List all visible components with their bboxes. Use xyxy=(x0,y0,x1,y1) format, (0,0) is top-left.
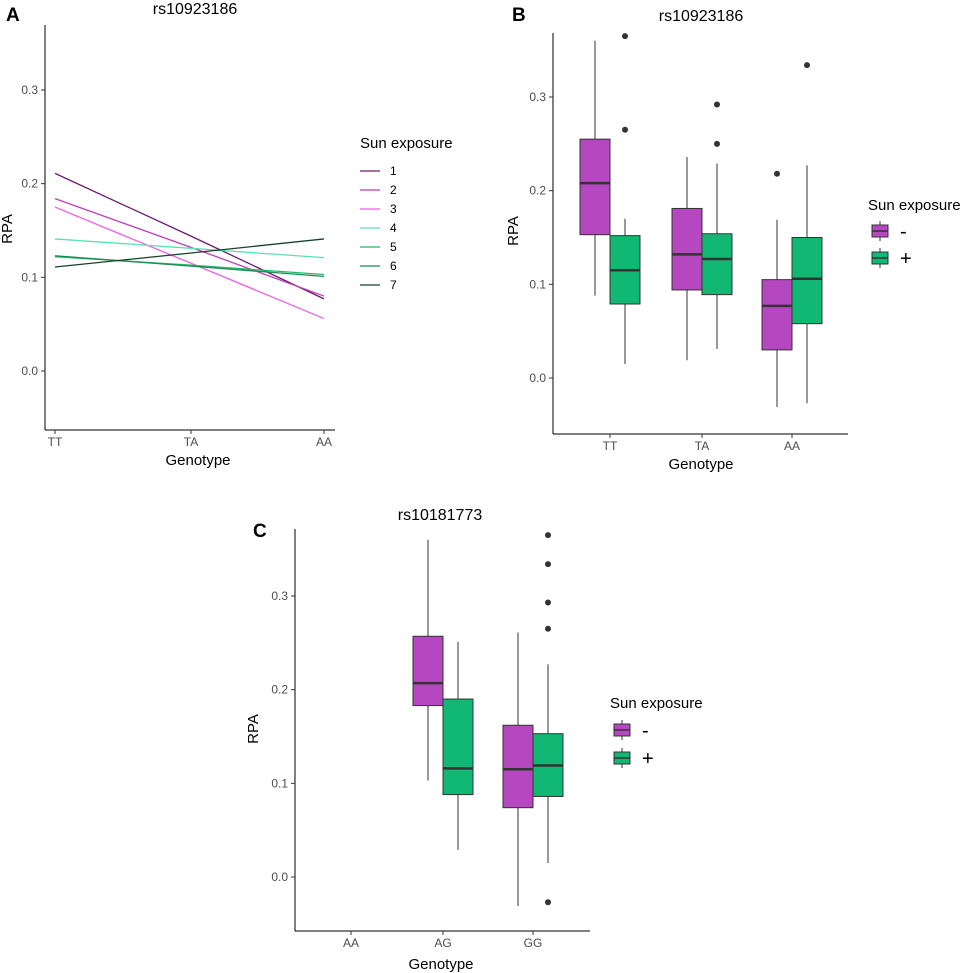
box-AG-plus xyxy=(442,641,474,850)
chart-title: rs10181773 xyxy=(398,507,483,524)
x-tick-label: AA xyxy=(343,936,359,950)
y-tick-label: 0.3 xyxy=(529,90,546,104)
box-AA-minus xyxy=(761,170,793,408)
legend-label-7: 7 xyxy=(390,278,397,292)
box-AA-plus xyxy=(791,62,823,404)
y-tick-label: 0.0 xyxy=(529,371,546,385)
y-tick-label: 0.1 xyxy=(21,270,38,284)
y-axis-title: RPA xyxy=(245,714,262,744)
y-axis-title: RPA xyxy=(505,216,522,246)
box-iqr xyxy=(671,207,703,291)
legend-title: Sun exposure xyxy=(868,197,961,214)
box-iqr xyxy=(442,698,474,796)
legend-title: Sun exposure xyxy=(360,135,453,152)
x-axis-title: Genotype xyxy=(165,452,230,469)
y-tick-label: 0.2 xyxy=(271,683,288,697)
legend-label-5: 5 xyxy=(390,240,397,254)
outlier-point xyxy=(545,561,551,568)
box-TA-plus xyxy=(701,101,733,349)
series-line-3 xyxy=(54,206,325,320)
outlier-point xyxy=(622,126,628,133)
x-tick-label: TA xyxy=(184,435,198,449)
y-tick-label: 0.1 xyxy=(529,277,546,291)
box-iqr xyxy=(579,138,611,236)
x-tick-label: AA xyxy=(784,439,800,453)
y-tick-label: 0.2 xyxy=(529,184,546,198)
x-axis-title: Genotype xyxy=(408,956,473,973)
series-line-4 xyxy=(54,238,325,259)
outlier-point xyxy=(774,170,780,177)
x-tick-label: AA xyxy=(316,435,332,449)
outlier-point xyxy=(545,899,551,906)
y-tick-label: 0.1 xyxy=(271,776,288,790)
legend-label-2: 2 xyxy=(390,183,397,197)
x-tick-label: TA xyxy=(695,439,709,453)
series-line-2 xyxy=(54,198,325,297)
legend-label-plus: + xyxy=(642,748,654,770)
series-line-1 xyxy=(54,172,325,300)
box-iqr xyxy=(412,635,444,707)
y-tick-label: 0.3 xyxy=(271,589,288,603)
box-GG-plus xyxy=(532,532,564,906)
y-tick-label: 0.0 xyxy=(271,870,288,884)
outlier-point xyxy=(622,33,628,40)
series-line-6 xyxy=(54,255,325,278)
outlier-point xyxy=(545,532,551,539)
legend-label-1: 1 xyxy=(390,164,397,178)
box-iqr xyxy=(791,237,823,325)
outlier-point xyxy=(804,62,810,69)
y-tick-label: 0.3 xyxy=(21,83,38,97)
series-line-7 xyxy=(54,238,325,268)
legend-label-plus: + xyxy=(900,248,912,270)
x-tick-label: TT xyxy=(48,435,63,449)
legend-label-6: 6 xyxy=(390,259,397,273)
box-TT-minus xyxy=(579,40,611,296)
y-tick-label: 0.2 xyxy=(21,177,38,191)
legend-label-minus: - xyxy=(900,221,907,243)
panel-label: C xyxy=(253,521,267,542)
outlier-point xyxy=(545,599,551,606)
x-tick-label: GG xyxy=(524,936,543,950)
legend-label-4: 4 xyxy=(390,221,397,235)
box-GG-minus xyxy=(502,632,534,907)
box-AG-minus xyxy=(412,539,444,781)
x-tick-label: AG xyxy=(434,936,451,950)
chart-title: rs10923186 xyxy=(659,8,744,25)
box-TT-plus xyxy=(609,33,641,364)
outlier-point xyxy=(714,101,720,108)
panel-label: B xyxy=(512,5,526,26)
y-tick-label: 0.0 xyxy=(21,364,38,378)
x-axis-title: Genotype xyxy=(668,456,733,473)
chart-title: rs10923186 xyxy=(153,1,238,18)
panel-label: A xyxy=(6,5,20,26)
outlier-point xyxy=(545,625,551,632)
legend-label-minus: - xyxy=(642,720,649,742)
outlier-point xyxy=(714,140,720,147)
box-iqr xyxy=(701,233,733,296)
legend-title: Sun exposure xyxy=(610,695,703,712)
y-axis-title: RPA xyxy=(0,214,16,244)
box-iqr xyxy=(502,724,534,809)
x-tick-label: TT xyxy=(603,439,618,453)
box-iqr xyxy=(761,279,793,351)
box-TA-minus xyxy=(671,156,703,361)
legend-label-3: 3 xyxy=(390,202,397,216)
